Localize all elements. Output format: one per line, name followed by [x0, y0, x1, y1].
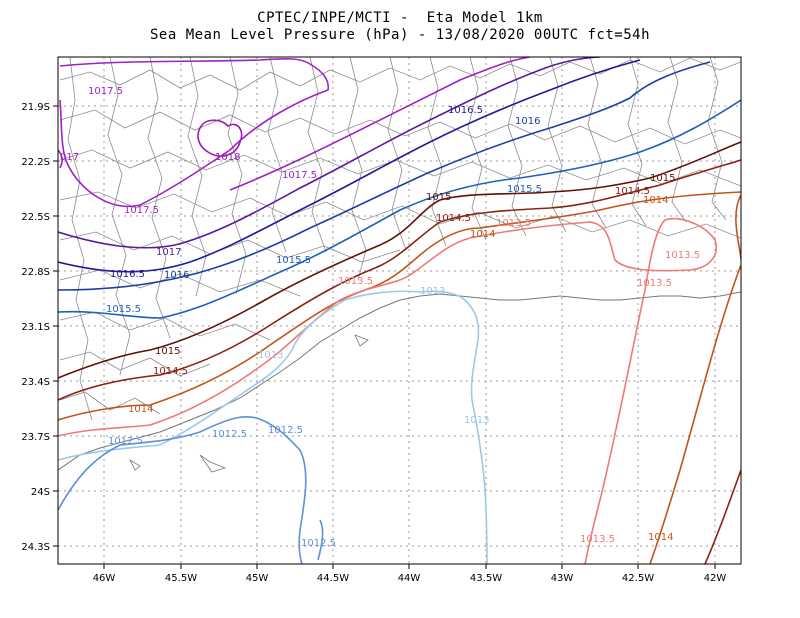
title-line-2: Sea Mean Level Pressure (hPa) - 13/08/20…: [149, 27, 650, 43]
isobar-1017-5: [59, 58, 330, 208]
label-1015-5-c: 1015.5: [106, 304, 141, 315]
isobar-1012-5-inner: [317, 519, 324, 561]
label-1012-5-b: 1012.5: [212, 429, 247, 440]
label-1012-5-c: 1012.5: [268, 425, 303, 436]
label-1017-edge: 017: [60, 152, 79, 163]
x-label-44-5w: 44.5W: [317, 573, 349, 584]
isobar-1016: [58, 61, 711, 291]
tick-marks: [53, 105, 716, 569]
title-line-1: CPTEC/INPE/MCTI - Eta Model 1km: [257, 10, 543, 26]
x-label-45w: 45W: [246, 573, 269, 584]
label-1014-5-a: 1014.5: [436, 213, 471, 224]
label-1015-a: 1015: [426, 192, 451, 203]
x-label-44w: 44W: [398, 573, 421, 584]
label-1013-5-c: 1013.5: [338, 276, 373, 287]
label-1016-b: 1016: [164, 270, 189, 281]
x-label-42w: 42W: [704, 573, 727, 584]
isobar-1014-east: [649, 194, 741, 564]
label-1014-c: 1014: [128, 404, 153, 415]
isobar-1018: [197, 119, 243, 157]
isobar-1014: [58, 191, 741, 421]
isobar-1016-5: [58, 59, 641, 273]
label-1014-d: 1014: [648, 532, 673, 543]
label-1014-a: 1014: [470, 229, 495, 240]
label-1012-5-a: 1012.5: [108, 436, 143, 447]
label-1015-5-b: 1015.5: [276, 255, 311, 266]
label-1013-a: 1013: [420, 286, 445, 297]
isobar-1017-5b: [229, 57, 531, 191]
isobar-1015: [58, 141, 741, 379]
y-label-24-3s: 24.3S: [21, 542, 50, 553]
map-title: CPTEC/INPE/MCTI - Eta Model 1km Sea Mean…: [0, 10, 800, 44]
label-1014-5-c: 1014.5: [153, 366, 188, 377]
label-1017: 1017: [156, 247, 181, 258]
isobar-1015-5: [58, 99, 741, 319]
label-1013-5-e: 1013.5: [580, 534, 615, 545]
label-1016-5: 1016.5: [448, 105, 483, 116]
isobar-1014-5-east: [704, 469, 741, 564]
y-label-24s: 24S: [31, 487, 50, 498]
isobar-1017-edge: [58, 149, 63, 169]
label-1015-c: 1015: [155, 346, 180, 357]
label-1017-5-a: 1017.5: [88, 86, 123, 97]
y-label-23-7s: 23.7S: [21, 432, 50, 443]
label-1018: 1018: [215, 152, 240, 163]
contour-labels: 1017.5 017 1018 1017.5 1017.5 1017 1016.…: [60, 86, 700, 549]
x-label-46w: 46W: [93, 573, 116, 584]
isobar-1013: [58, 290, 488, 564]
label-1012-5-d: 1012.5: [301, 538, 336, 549]
isobar-1017: [58, 57, 601, 249]
y-label-23-1s: 23.1S: [21, 322, 50, 333]
label-1015-b: 1015: [650, 173, 675, 184]
y-label-22-8s: 22.8S: [21, 267, 50, 278]
label-1013-c: 1013: [464, 415, 489, 426]
y-label-22-5s: 22.5S: [21, 212, 50, 223]
municipal-borders: [58, 57, 741, 473]
pressure-contours: [58, 57, 741, 564]
label-1013-5-a: 1013.5: [496, 218, 531, 229]
y-label-22-2s: 22.2S: [21, 157, 50, 168]
label-1013-5-d: 1013.5: [637, 278, 672, 289]
isobar-1014-5: [58, 159, 741, 401]
y-label-21-9s: 21.9S: [21, 102, 50, 113]
label-1014-5-b: 1014.5: [615, 186, 650, 197]
label-1016: 1016: [515, 116, 540, 127]
x-label-42-5w: 42.5W: [622, 573, 654, 584]
y-axis-labels: 21.9S 22.2S 22.5S 22.8S 23.1S 23.4S 23.7…: [21, 102, 50, 553]
label-1014-b: 1014: [643, 195, 668, 206]
label-1017-5-b: 1017.5: [282, 170, 317, 181]
x-label-43-5w: 43.5W: [470, 573, 502, 584]
label-1013-b: 1013: [258, 350, 283, 361]
x-label-43w: 43W: [551, 573, 574, 584]
label-1015-5-a: 1015.5: [507, 184, 542, 195]
y-label-23-4s: 23.4S: [21, 377, 50, 388]
x-label-45-5w: 45.5W: [165, 573, 197, 584]
x-axis-labels: 46W 45.5W 45W 44.5W 44W 43.5W 43W 42.5W …: [93, 573, 727, 584]
isobar-1012-5: [58, 416, 307, 564]
label-1017-5-c: 1017.5: [124, 205, 159, 216]
isobar-1013-5: [58, 218, 717, 564]
label-1016-5-b: 1016.5: [110, 269, 145, 280]
label-1013-5-b: 1013.5: [665, 250, 700, 261]
plot-frame: [57, 56, 742, 565]
